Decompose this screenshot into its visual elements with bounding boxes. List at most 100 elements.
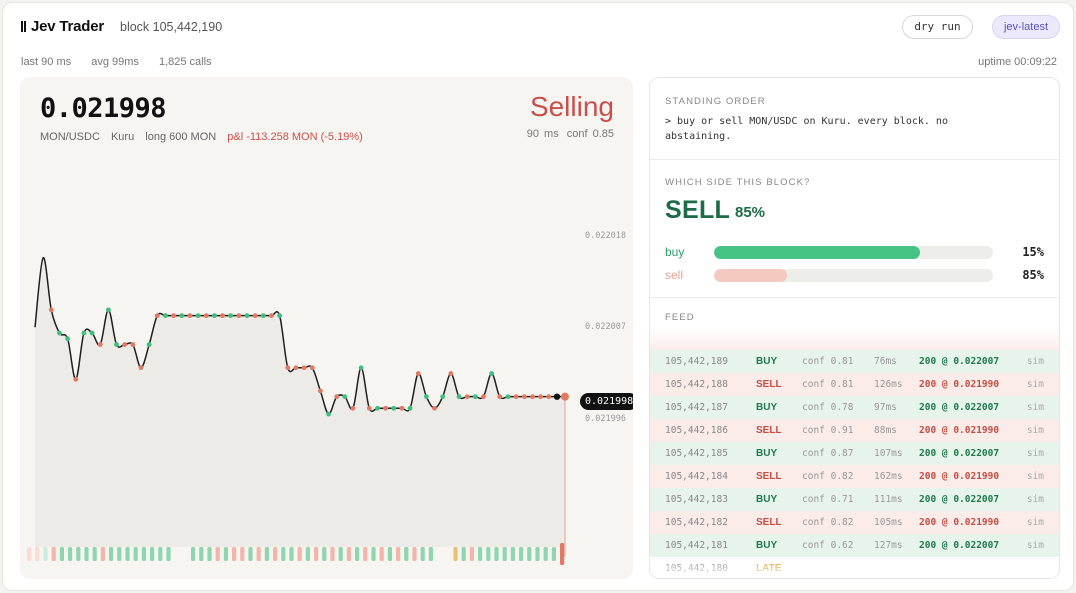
volume-bar xyxy=(494,547,499,561)
feed-row[interactable]: 105,442,185 BUY conf 0.87 107ms 200 @ 0.0220… xyxy=(650,442,1059,465)
sell-point xyxy=(513,394,519,400)
feed-list[interactable]: 105,442,189 BUY conf 0.81 76ms 200 @ 0.02200… xyxy=(650,350,1059,578)
pair: MON/USDC xyxy=(40,131,100,143)
current-point xyxy=(553,393,561,400)
buy-point xyxy=(456,394,462,400)
feed-block: 105,442,187 xyxy=(665,402,728,413)
feed-fill: 200 @ 0.022007 xyxy=(919,540,1000,551)
sell-point xyxy=(293,365,299,371)
dry-run-toggle[interactable]: dry run xyxy=(902,15,973,39)
feed-row[interactable]: 105,442,189 BUY conf 0.81 76ms 200 @ 0.02200… xyxy=(650,350,1059,373)
sell-point xyxy=(350,405,356,411)
sell-point xyxy=(383,405,389,411)
sell-point xyxy=(309,365,315,371)
sell-point xyxy=(317,388,323,394)
app-title-text: Jev Trader xyxy=(31,18,105,35)
price-chart[interactable] xyxy=(20,77,633,579)
sell-point xyxy=(203,313,209,319)
feed-row[interactable]: 105,442,184 SELL conf 0.82 162ms 200 @ 0.021… xyxy=(650,465,1059,488)
volume-bar xyxy=(314,547,319,561)
sell-point xyxy=(538,394,543,400)
volume-bar xyxy=(371,547,376,561)
buy-point xyxy=(179,313,185,319)
feed-row[interactable]: 105,442,188 SELL conf 0.81 126ms 200 @ 0.021… xyxy=(650,373,1059,396)
latency-stats: last 90 ms avg 99ms 1,825 calls xyxy=(21,56,229,68)
buy-bar-fill xyxy=(714,246,921,259)
feed-mode: sim xyxy=(1026,402,1044,413)
sell-point xyxy=(497,394,503,400)
volume-bar xyxy=(109,547,114,561)
volume-bar xyxy=(125,547,130,561)
buy-point xyxy=(358,365,364,371)
volume-bar xyxy=(273,547,278,561)
position: long 600 MON xyxy=(145,131,217,143)
volume-bar xyxy=(289,547,294,561)
buy-point xyxy=(65,336,71,342)
sell-bar-fill xyxy=(714,269,787,282)
feed-confidence: conf 0.82 xyxy=(802,471,854,482)
feed-mode: sim xyxy=(1026,471,1044,482)
standing-order-section: STANDING ORDER > buy or sell MON/USDC on… xyxy=(650,78,1059,160)
feed-row[interactable]: 105,442,182 SELL conf 0.82 105ms 200 @ 0.021… xyxy=(650,511,1059,534)
buy-point xyxy=(277,313,283,319)
sell-point xyxy=(432,405,437,411)
feed-latency: 105ms xyxy=(874,517,903,528)
price-chart-card: 0.021998 MON/USDC Kuru long 600 MON p&l … xyxy=(20,77,633,579)
sell-label: sell xyxy=(665,268,684,282)
buy-point xyxy=(489,371,495,376)
env-badge[interactable]: jev-latest xyxy=(992,15,1060,39)
feed-section: FEED 105,442,189 BUY conf 0.81 76ms 200 @ 0.… xyxy=(650,298,1059,578)
feed-confidence: conf 0.78 xyxy=(802,402,854,413)
feed-fill: 200 @ 0.021990 xyxy=(919,471,1000,482)
feed-row[interactable]: 105,442,183 BUY conf 0.71 111ms 200 @ 0.0220… xyxy=(650,488,1059,511)
sell-point xyxy=(546,394,552,400)
feed-block: 105,442,188 xyxy=(665,379,728,390)
feed-mode: sim xyxy=(1026,540,1044,551)
feed-side: BUY xyxy=(756,448,778,459)
volume-bar xyxy=(35,547,40,561)
uptime: uptime 00:09:22 xyxy=(978,56,1057,68)
current-price: 0.021998 xyxy=(40,93,167,124)
feed-confidence: conf 0.81 xyxy=(802,379,854,390)
buy-point xyxy=(211,313,217,319)
stat-last: last 90 ms xyxy=(21,56,72,68)
standing-order-text: > buy or sell MON/USDC on Kuru. every bl… xyxy=(665,116,948,142)
feed-row[interactable]: 105,442,187 BUY conf 0.78 97ms 200 @ 0.02200… xyxy=(650,396,1059,419)
sell-point xyxy=(464,394,470,400)
feed-side: SELL xyxy=(756,471,782,482)
volume-bar xyxy=(387,547,392,561)
feed-mode: sim xyxy=(1026,517,1044,528)
pause-icon xyxy=(21,21,26,32)
buy-point xyxy=(57,330,62,336)
buy-point xyxy=(105,307,111,313)
feed-row[interactable]: 105,442,186 SELL conf 0.91 88ms 200 @ 0.0219… xyxy=(650,419,1059,442)
feed-fill: 200 @ 0.021990 xyxy=(919,425,1000,436)
volume-bar xyxy=(215,547,220,561)
sell-point xyxy=(48,307,54,313)
buy-point xyxy=(163,313,168,319)
feed-label: FEED xyxy=(665,312,695,323)
sell-point xyxy=(301,365,307,371)
feed-row[interactable]: 105,442,181 BUY conf 0.62 127ms 200 @ 0.0220… xyxy=(650,534,1059,557)
volume-bar xyxy=(51,547,56,561)
volume-bar xyxy=(117,547,122,561)
feed-side: BUY xyxy=(756,356,778,367)
feed-side: SELL xyxy=(756,379,782,390)
sell-point xyxy=(73,376,79,382)
buy-point xyxy=(326,411,331,417)
volume-bar xyxy=(404,547,409,561)
feed-confidence: conf 0.62 xyxy=(802,540,854,551)
buy-point xyxy=(440,394,446,400)
feed-block: 105,442,185 xyxy=(665,448,728,459)
sell-point xyxy=(97,342,103,347)
volume-bar xyxy=(297,547,302,561)
feed-confidence: conf 0.71 xyxy=(802,494,854,505)
feed-fill: 200 @ 0.022007 xyxy=(919,356,1000,367)
volume-bar xyxy=(150,547,155,561)
feed-latency: 126ms xyxy=(874,379,903,390)
volume-bar xyxy=(248,547,253,561)
sell-bar xyxy=(714,269,993,282)
sell-point xyxy=(521,394,527,400)
feed-side: BUY xyxy=(756,402,778,413)
sell-point xyxy=(529,394,535,400)
